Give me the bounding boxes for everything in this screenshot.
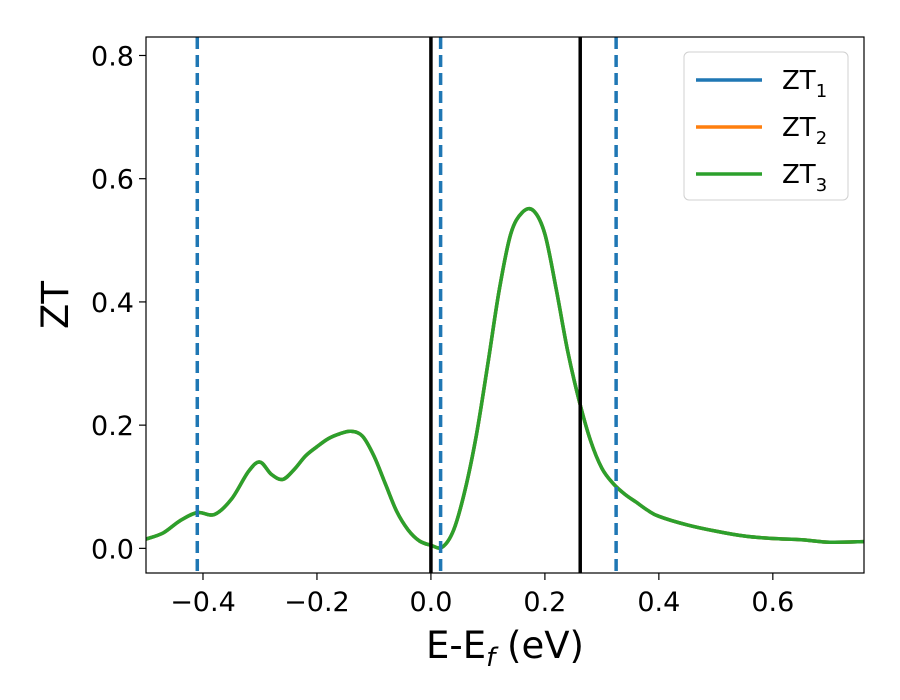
legend-box (683, 51, 849, 201)
y-tick-label: 0.2 (91, 411, 134, 442)
y-axis-label: ZT (34, 281, 77, 329)
y-tick-label: 0.8 (91, 41, 134, 72)
x-axis-label: E-Ef (eV) (426, 624, 584, 673)
legend-label-zt1: ZT1 (782, 66, 827, 102)
x-tick-label: 0.0 (409, 587, 452, 618)
x-axis-label-main: E-E (426, 624, 486, 667)
y-tick-label: 0.4 (91, 288, 134, 319)
y-tick-label: 0.0 (91, 534, 134, 565)
legend-label-zt3: ZT3 (782, 160, 827, 196)
series-line-zt3 (146, 206, 864, 550)
x-axis-label-unit: (eV) (495, 624, 584, 667)
x-tick-label: −0.4 (170, 587, 236, 618)
plot-frame (145, 36, 865, 574)
x-tick-label: 0.6 (751, 587, 794, 618)
x-tick-label: −0.2 (284, 587, 350, 618)
legend-label-zt2: ZT2 (782, 113, 827, 149)
y-tick-label: 0.6 (91, 165, 134, 196)
x-tick-label: 0.2 (523, 587, 566, 618)
x-tick-label: 0.4 (637, 587, 680, 618)
legend: ZT1 ZT2 ZT3 (683, 51, 849, 201)
